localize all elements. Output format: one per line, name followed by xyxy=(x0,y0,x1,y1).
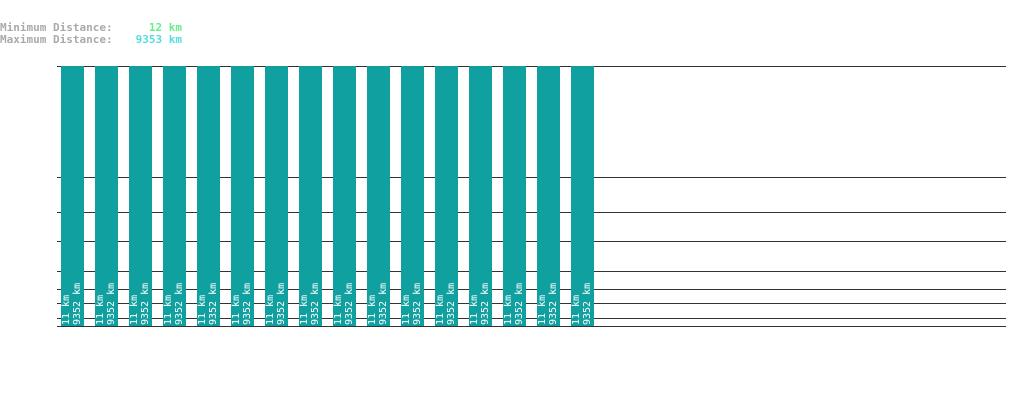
bar-value-label: 9352 km xyxy=(208,283,219,325)
bar-min-label: 11 km xyxy=(435,295,446,325)
bar xyxy=(299,66,322,326)
bar xyxy=(197,66,220,326)
bar xyxy=(435,66,458,326)
bar-value-label: 9352 km xyxy=(242,283,253,325)
bar-min-label: 11 km xyxy=(299,295,310,325)
bar xyxy=(401,66,424,326)
bar-value-label: 9352 km xyxy=(480,283,491,325)
bar-value-label: 9352 km xyxy=(106,283,117,325)
bar xyxy=(333,66,356,326)
bar-value-label: 9352 km xyxy=(378,283,389,325)
bar-value-label: 9352 km xyxy=(446,283,457,325)
bar-min-label: 11 km xyxy=(95,295,106,325)
bar xyxy=(163,66,186,326)
bar-min-label: 11 km xyxy=(129,295,140,325)
bar-value-label: 9352 km xyxy=(140,283,151,325)
header-value: 12 km xyxy=(149,21,182,34)
bar-value-label: 9352 km xyxy=(582,283,593,325)
bar-value-label: 9352 km xyxy=(412,283,423,325)
bar xyxy=(469,66,492,326)
bar-value-label: 9352 km xyxy=(310,283,321,325)
bar-value-label: 9352 km xyxy=(276,283,287,325)
header-label: Minimum Distance: xyxy=(0,21,113,34)
bar-value-label: 9352 km xyxy=(72,283,83,325)
bar-min-label: 11 km xyxy=(163,295,174,325)
bar-value-label: 9352 km xyxy=(548,283,559,325)
bar-value-label: 9352 km xyxy=(514,283,525,325)
bar-min-label: 11 km xyxy=(571,295,582,325)
bar-min-label: 11 km xyxy=(333,295,344,325)
bar-value-label: 9352 km xyxy=(174,283,185,325)
bar-min-label: 11 km xyxy=(469,295,480,325)
bar xyxy=(537,66,560,326)
bar xyxy=(571,66,594,326)
bar-min-label: 11 km xyxy=(61,295,72,325)
bar-value-label: 9352 km xyxy=(344,283,355,325)
header-value: 9353 km xyxy=(136,33,183,46)
bar xyxy=(129,66,152,326)
bar xyxy=(61,66,84,326)
bar-min-label: 11 km xyxy=(401,295,412,325)
bar xyxy=(503,66,526,326)
bar-min-label: 11 km xyxy=(367,295,378,325)
bar-min-label: 11 km xyxy=(537,295,548,325)
bar-min-label: 11 km xyxy=(231,295,242,325)
bar-min-label: 11 km xyxy=(265,295,276,325)
bar xyxy=(367,66,390,326)
bar-min-label: 11 km xyxy=(503,295,514,325)
header-label: Maximum Distance: xyxy=(0,33,113,46)
bar xyxy=(231,66,254,326)
bar xyxy=(265,66,288,326)
bar-min-label: 11 km xyxy=(197,295,208,325)
bar xyxy=(95,66,118,326)
